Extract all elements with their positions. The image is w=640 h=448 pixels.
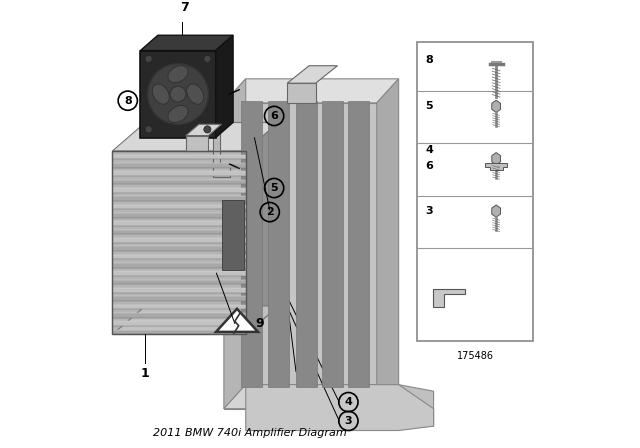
Polygon shape — [433, 289, 465, 307]
Polygon shape — [216, 309, 258, 332]
Bar — [113, 313, 246, 318]
Polygon shape — [287, 66, 337, 83]
Text: 9: 9 — [255, 318, 264, 331]
Bar — [296, 101, 317, 387]
Bar — [113, 155, 246, 159]
Circle shape — [145, 55, 152, 62]
Bar — [113, 221, 246, 226]
Circle shape — [145, 126, 152, 133]
Polygon shape — [246, 385, 433, 431]
Text: 175486: 175486 — [457, 351, 494, 361]
Bar — [113, 180, 246, 184]
Text: 1: 1 — [141, 367, 150, 380]
Bar — [322, 101, 343, 387]
Text: 8: 8 — [124, 96, 132, 106]
Bar — [113, 271, 246, 276]
Circle shape — [148, 64, 209, 125]
Text: 4: 4 — [426, 145, 433, 155]
Text: 3: 3 — [426, 206, 433, 216]
Circle shape — [204, 126, 211, 133]
Bar — [113, 238, 246, 243]
Bar — [221, 200, 244, 270]
Polygon shape — [224, 79, 246, 409]
Ellipse shape — [168, 66, 188, 82]
Bar — [113, 255, 246, 259]
Text: 2: 2 — [267, 206, 275, 219]
Bar — [113, 297, 246, 301]
Polygon shape — [213, 134, 230, 177]
Polygon shape — [216, 35, 233, 138]
Polygon shape — [224, 385, 399, 409]
Polygon shape — [113, 122, 278, 151]
Bar — [113, 230, 246, 234]
Polygon shape — [113, 306, 278, 334]
Bar — [113, 280, 246, 284]
Text: 6: 6 — [270, 111, 278, 121]
Circle shape — [204, 55, 211, 62]
Bar — [113, 188, 246, 193]
Polygon shape — [186, 124, 221, 136]
Polygon shape — [246, 122, 278, 334]
Bar — [113, 288, 246, 293]
Bar — [140, 51, 216, 138]
Bar — [113, 205, 246, 209]
FancyBboxPatch shape — [417, 42, 533, 341]
Bar — [113, 171, 246, 176]
Text: 7: 7 — [180, 0, 189, 13]
Polygon shape — [492, 205, 500, 217]
Bar — [287, 83, 316, 103]
Polygon shape — [224, 103, 377, 409]
Polygon shape — [186, 136, 209, 151]
Text: 2011 BMW 740i Amplifier Diagram: 2011 BMW 740i Amplifier Diagram — [153, 428, 347, 439]
Ellipse shape — [152, 84, 169, 104]
Polygon shape — [492, 153, 500, 165]
Text: 3: 3 — [344, 416, 352, 426]
Ellipse shape — [187, 84, 204, 104]
Polygon shape — [113, 151, 246, 334]
Bar — [113, 330, 246, 334]
Text: 5: 5 — [270, 183, 278, 193]
Bar — [113, 213, 246, 218]
Bar — [113, 246, 246, 251]
Bar — [113, 322, 246, 326]
Bar — [113, 196, 246, 201]
Text: 4: 4 — [344, 397, 353, 407]
Polygon shape — [377, 79, 399, 409]
Text: 2: 2 — [266, 207, 274, 217]
Text: 6: 6 — [426, 161, 433, 171]
Circle shape — [170, 86, 186, 102]
Polygon shape — [377, 385, 433, 428]
Polygon shape — [213, 68, 230, 107]
Polygon shape — [492, 100, 500, 112]
Polygon shape — [224, 79, 399, 103]
Bar — [268, 101, 289, 387]
Bar — [348, 101, 369, 387]
Text: 8: 8 — [426, 55, 433, 65]
Text: 5: 5 — [426, 101, 433, 112]
Polygon shape — [140, 35, 233, 51]
Bar — [241, 101, 262, 387]
Bar — [113, 163, 246, 168]
Ellipse shape — [168, 106, 188, 122]
Bar — [113, 263, 246, 268]
Bar — [113, 305, 246, 310]
Polygon shape — [485, 163, 507, 170]
